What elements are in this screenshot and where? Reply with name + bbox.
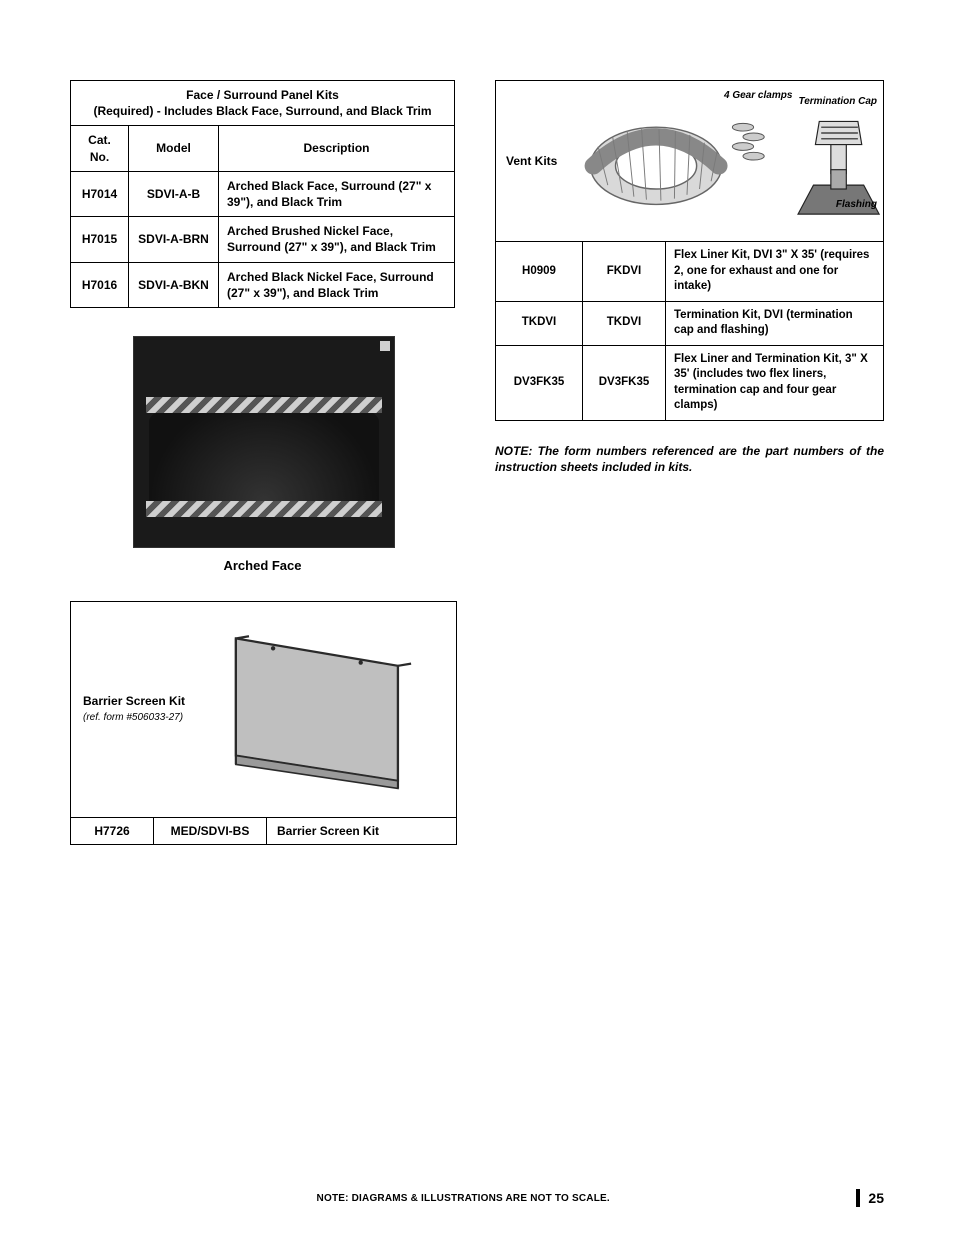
barrier-top: Barrier Screen Kit (ref. form #506033-27… (71, 602, 456, 817)
cell-cat: H7016 (71, 262, 129, 307)
annot-termination-cap: Termination Cap (798, 96, 877, 107)
vent-kits-illustration: 4 Gear clamps Termination Cap Flashing (574, 86, 883, 236)
termination-cap-icon (815, 121, 861, 173)
header-cat: Cat. No. (71, 126, 129, 171)
table-row: TKDVI TKDVI Termination Kit, DVI (termin… (496, 301, 884, 345)
header-model: Model (129, 126, 219, 171)
cell-cat: H0909 (496, 242, 583, 302)
vent-header-inner: Vent Kits (496, 81, 883, 241)
table-title-line2: (Required) - Includes Black Face, Surrou… (93, 104, 431, 118)
vent-header-row: Vent Kits (496, 81, 884, 242)
barrier-title: Barrier Screen Kit (83, 694, 185, 708)
annot-gear-clamps: 4 Gear clamps (724, 90, 792, 101)
arched-face-caption: Arched Face (133, 558, 393, 573)
vent-kits-label: Vent Kits (496, 153, 574, 169)
face-surround-table: Face / Surround Panel Kits (Required) - … (70, 80, 455, 308)
louver-bottom-icon (146, 501, 382, 517)
vent-header-cell: Vent Kits (496, 81, 884, 242)
page-footer: NOTE: DIAGRAMS & ILLUSTRATIONS ARE NOT T… (70, 1189, 884, 1207)
arched-face-image (133, 336, 395, 548)
page: Face / Surround Panel Kits (Required) - … (0, 0, 954, 1235)
cell-desc: Arched Black Nickel Face, Surround (27" … (219, 262, 455, 307)
cell-model: DV3FK35 (583, 345, 666, 420)
vent-kits-svg (574, 86, 883, 236)
table-row: DV3FK35 DV3FK35 Flex Liner and Terminati… (496, 345, 884, 420)
table-row: H7014 SDVI-A-B Arched Black Face, Surrou… (71, 171, 455, 216)
footer-divider-icon (856, 1189, 860, 1207)
barrier-label: Barrier Screen Kit (ref. form #506033-27… (83, 694, 185, 725)
barrier-model: MED/SDVI-BS (154, 818, 267, 844)
cell-model: FKDVI (583, 242, 666, 302)
table-row: H0909 FKDVI Flex Liner Kit, DVI 3" X 35'… (496, 242, 884, 302)
close-icon (380, 341, 390, 351)
right-column: Vent Kits (495, 80, 884, 845)
cell-desc: Termination Kit, DVI (termination cap an… (666, 301, 884, 345)
cell-cat: DV3FK35 (496, 345, 583, 420)
table-header-row: Cat. No. Model Description (71, 126, 455, 171)
annot-flashing: Flashing (836, 199, 877, 210)
form-numbers-note: NOTE: The form numbers referenced are th… (495, 443, 884, 475)
cell-desc: Flex Liner Kit, DVI 3" X 35' (requires 2… (666, 242, 884, 302)
table-row: H7016 SDVI-A-BKN Arched Black Nickel Fac… (71, 262, 455, 307)
two-column-layout: Face / Surround Panel Kits (Required) - … (70, 80, 884, 845)
scale-note: NOTE: DIAGRAMS & ILLUSTRATIONS ARE NOT T… (70, 1193, 856, 1204)
barrier-screen-illustration (203, 622, 444, 797)
barrier-cat: H7726 (71, 818, 154, 844)
barrier-data-row: H7726 MED/SDVI-BS Barrier Screen Kit (71, 817, 456, 844)
barrier-desc: Barrier Screen Kit (267, 818, 456, 844)
cell-cat: TKDVI (496, 301, 583, 345)
table-title-line1: Face / Surround Panel Kits (186, 88, 339, 102)
cell-desc: Arched Brushed Nickel Face, Surround (27… (219, 217, 455, 262)
cell-cat: H7015 (71, 217, 129, 262)
cell-desc: Arched Black Face, Surround (27" x 39"),… (219, 171, 455, 216)
table-title: Face / Surround Panel Kits (Required) - … (71, 81, 455, 126)
cell-model: SDVI-A-BKN (129, 262, 219, 307)
cell-model: TKDVI (583, 301, 666, 345)
header-desc: Description (219, 126, 455, 171)
louver-top-icon (146, 397, 382, 413)
cell-model: SDVI-A-BRN (129, 217, 219, 262)
flex-liner-icon (590, 127, 721, 204)
left-column: Face / Surround Panel Kits (Required) - … (70, 80, 455, 845)
gear-clamps-icon (732, 123, 764, 160)
table-title-row: Face / Surround Panel Kits (Required) - … (71, 81, 455, 126)
cell-cat: H7014 (71, 171, 129, 216)
barrier-ref: (ref. form #506033-27) (83, 712, 183, 723)
vent-kits-table: Vent Kits (495, 80, 884, 421)
barrier-screen-box: Barrier Screen Kit (ref. form #506033-27… (70, 601, 457, 845)
cell-model: SDVI-A-B (129, 171, 219, 216)
page-number: 25 (868, 1190, 884, 1206)
arched-face-figure: Arched Face (133, 336, 393, 573)
table-row: H7015 SDVI-A-BRN Arched Brushed Nickel F… (71, 217, 455, 262)
cell-desc: Flex Liner and Termination Kit, 3" X 35'… (666, 345, 884, 420)
